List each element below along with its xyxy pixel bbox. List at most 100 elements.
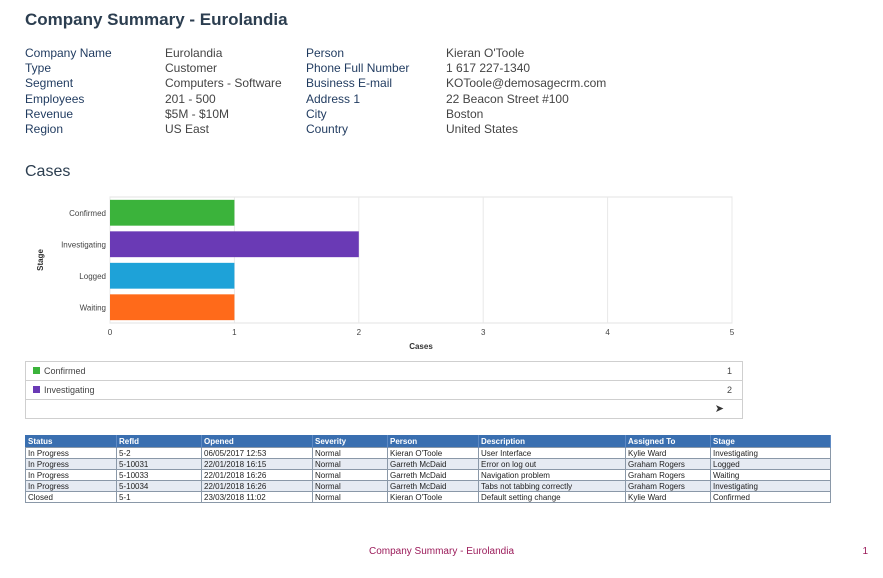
table-header-row: Status RefId Opened Severity Person Desc… [25, 435, 831, 448]
cell-refid[interactable]: 5-2 [116, 447, 202, 459]
x-tick-label: 5 [730, 328, 735, 337]
legend-count: 1 [726, 366, 732, 376]
legend-swatch [33, 367, 40, 374]
page-number: 1 [862, 546, 868, 557]
y-axis-label: Stage [36, 249, 45, 271]
cell-person: Garreth McDaid [387, 480, 479, 492]
detail-value: 1 617 227-1340 [446, 61, 531, 76]
cases-bar-chart: 0 1 2 3 4 5 Confirmed Investigating Logged Waitin… [36, 196, 735, 351]
cell-severity: Normal [312, 447, 388, 459]
column-header[interactable]: RefId [116, 435, 202, 448]
detail-value: Eurolandia [165, 46, 223, 60]
detail-label: Employees [25, 91, 85, 106]
table-row[interactable]: Closed 5-1 23/03/2018 11:02 Normal Kiera… [25, 491, 831, 503]
detail-label: Phone Full Number [306, 61, 410, 76]
cell-status: In Progress [25, 480, 117, 492]
detail-value: 22 Beacon Street #100 [446, 91, 569, 106]
cell-description: Tabs not tabbing correctly [478, 480, 626, 492]
cell-refid[interactable]: 5-1 [116, 491, 202, 503]
cell-description: User Interface [478, 447, 626, 459]
detail-value: Kieran O'Toole [446, 46, 525, 60]
detail-label: Person [306, 46, 345, 60]
cell-opened: 23/03/2018 11:02 [201, 491, 313, 503]
cell-status: Closed [25, 491, 117, 503]
x-tick-label: 3 [481, 328, 486, 337]
cell-description: Error on log out [478, 458, 626, 470]
table-row[interactable]: In Progress 5-10033 22/01/2018 16:26 Nor… [25, 469, 831, 481]
detail-label: Business E-mail [306, 76, 393, 91]
column-header[interactable]: Assigned To [625, 435, 711, 448]
table-row[interactable]: In Progress 5-10034 22/01/2018 16:26 Nor… [25, 480, 831, 492]
detail-label: Address 1 [306, 91, 361, 106]
column-header[interactable]: Person [387, 435, 479, 448]
column-header[interactable]: Severity [312, 435, 388, 448]
cell-stage: Waiting [710, 469, 831, 481]
cell-stage: Logged [710, 458, 831, 470]
cell-severity: Normal [312, 480, 388, 492]
x-axis-label: Cases [409, 342, 433, 351]
legend-count: 2 [726, 385, 732, 395]
legend-item[interactable]: Investigating 2 [26, 381, 742, 400]
cell-assigned-to: Graham Rogers [625, 480, 711, 492]
y-tick-label: Waiting [80, 303, 106, 312]
bar-logged [110, 262, 235, 289]
cases-section-title: Cases [25, 163, 71, 180]
bar-confirmed [110, 199, 235, 226]
detail-value: Boston [446, 106, 484, 121]
y-tick-label: Logged [79, 272, 106, 281]
next-arrow-icon[interactable]: ➤ [714, 403, 724, 415]
legend-item[interactable]: Confirmed 1 [26, 362, 742, 381]
bar-waiting [110, 294, 235, 321]
cell-refid[interactable]: 5-10034 [116, 480, 202, 492]
cell-opened: 22/01/2018 16:15 [201, 458, 313, 470]
detail-value: $5M - $10M [165, 106, 230, 121]
column-header[interactable]: Status [25, 435, 117, 448]
bar-investigating [110, 231, 359, 258]
detail-value: 201 - 500 [165, 91, 216, 106]
detail-value: Customer [165, 61, 218, 76]
detail-label: Country [306, 121, 349, 136]
column-header[interactable]: Opened [201, 435, 313, 448]
cell-description: Navigation problem [478, 469, 626, 481]
detail-label: City [306, 106, 327, 121]
cell-assigned-to: Kylie Ward [625, 491, 711, 503]
detail-label: Type [25, 61, 52, 76]
cell-person: Garreth McDaid [387, 458, 479, 470]
table-row[interactable]: In Progress 5-2 06/05/2017 12:53 Normal … [25, 447, 831, 459]
legend-pager: ➤ [26, 400, 742, 418]
cell-person: Garreth McDaid [387, 469, 479, 481]
cell-status: In Progress [25, 447, 117, 459]
cell-assigned-to: Graham Rogers [625, 458, 711, 470]
detail-value: Computers - Software [165, 76, 282, 91]
detail-label: Region [25, 121, 64, 136]
cell-stage: Investigating [710, 447, 831, 459]
y-tick-label: Confirmed [69, 209, 106, 218]
cell-stage: Confirmed [710, 491, 831, 503]
x-tick-label: 1 [232, 328, 237, 337]
y-tick-label: Investigating [61, 240, 106, 249]
page-title: Company Summary - Eurolandia [25, 10, 288, 29]
detail-value: KOToole@demosagecrm.com [446, 76, 607, 91]
cell-severity: Normal [312, 491, 388, 503]
column-header[interactable]: Description [478, 435, 626, 448]
footer-title: Company Summary - Eurolandia [368, 546, 515, 557]
table-row[interactable]: In Progress 5-10031 22/01/2018 16:15 Nor… [25, 458, 831, 470]
legend-label: Investigating [44, 385, 95, 395]
detail-label: Segment [25, 76, 74, 91]
cell-refid[interactable]: 5-10031 [116, 458, 202, 470]
cell-severity: Normal [312, 458, 388, 470]
cell-person: Kieran O'Toole [387, 447, 479, 459]
cell-status: In Progress [25, 458, 117, 470]
column-header[interactable]: Stage [710, 435, 831, 448]
cell-severity: Normal [312, 469, 388, 481]
cell-refid[interactable]: 5-10033 [116, 469, 202, 481]
detail-value: United States [446, 121, 519, 136]
cell-assigned-to: Graham Rogers [625, 469, 711, 481]
cell-person: Kieran O'Toole [387, 491, 479, 503]
legend-swatch [33, 386, 40, 393]
cell-stage: Investigating [710, 480, 831, 492]
cell-description: Default setting change [478, 491, 626, 503]
x-tick-label: 0 [108, 328, 113, 337]
detail-value: US East [165, 121, 210, 136]
x-tick-label: 4 [605, 328, 610, 337]
